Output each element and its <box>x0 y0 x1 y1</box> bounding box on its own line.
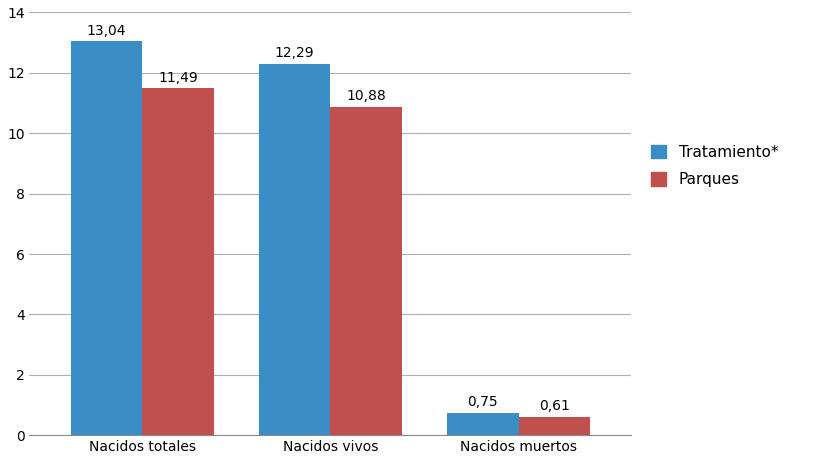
Text: 11,49: 11,49 <box>158 71 197 85</box>
Bar <box>330 106 401 435</box>
Text: 10,88: 10,88 <box>346 89 386 103</box>
Bar <box>143 88 214 435</box>
Bar <box>446 413 518 435</box>
Text: 13,04: 13,04 <box>87 24 126 38</box>
Legend: Tratamiento*, Parques: Tratamiento*, Parques <box>645 138 783 193</box>
Bar <box>259 64 330 435</box>
Text: 0,61: 0,61 <box>538 399 569 413</box>
Text: 0,75: 0,75 <box>467 395 497 409</box>
Bar <box>518 417 590 435</box>
Text: 12,29: 12,29 <box>274 47 314 60</box>
Bar <box>70 41 143 435</box>
